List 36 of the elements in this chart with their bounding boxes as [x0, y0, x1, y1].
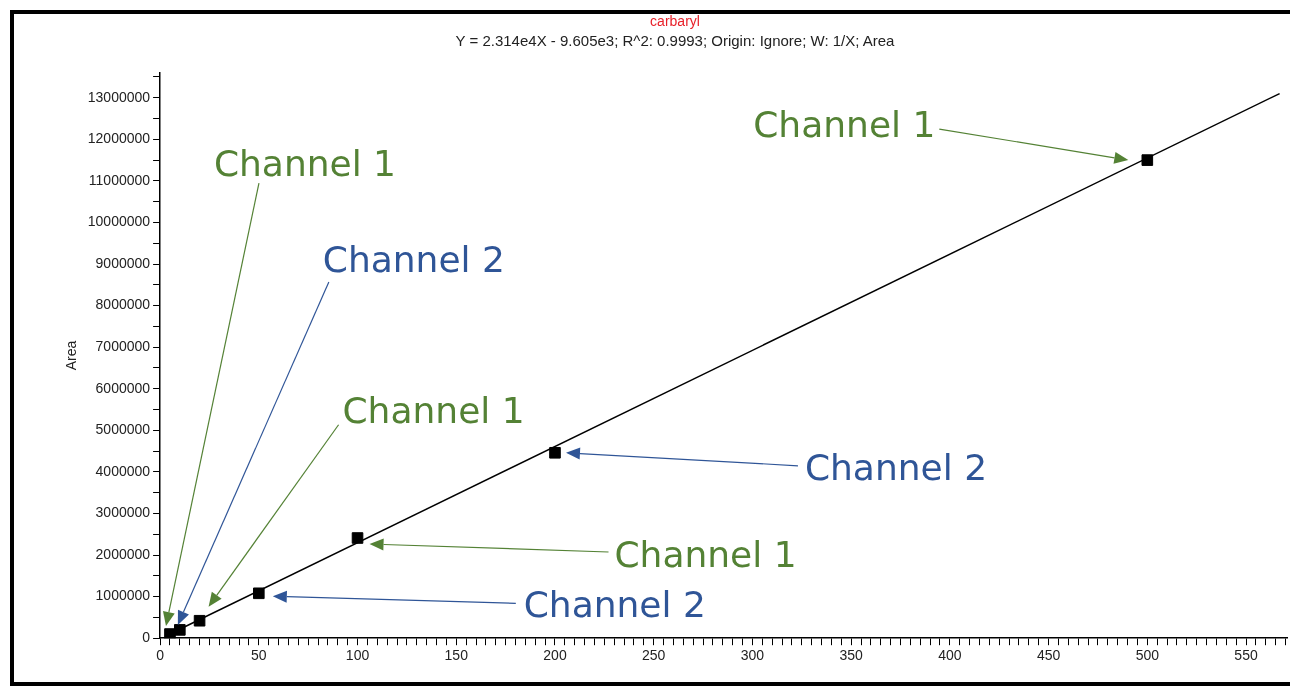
y-axis-title: Area — [63, 340, 80, 371]
x-tick-label: 0 — [156, 647, 165, 664]
x-tick-label: 400 — [938, 647, 962, 664]
x-tick-label: 200 — [543, 647, 567, 664]
chart-subtitle: Y = 2.314e4X - 9.605e3; R^2: 0.9993; Origin: Ignore; W: 1/X; Area — [455, 31, 896, 49]
x-tick-label: 250 — [642, 647, 666, 664]
y-tick-label: 11000000 — [88, 171, 151, 188]
y-tick-label: 7000000 — [95, 338, 151, 355]
x-tick-label: 450 — [1036, 647, 1061, 664]
y-tick-label: 3000000 — [95, 504, 151, 521]
y-tick-label: 8000000 — [95, 296, 151, 313]
y-tick-label: 12000000 — [87, 130, 151, 147]
x-tick-label: 150 — [444, 647, 469, 664]
y-tick-label: 10000000 — [87, 213, 151, 230]
y-tick-label: 1000000 — [95, 587, 151, 604]
x-tick-label: 550 — [1234, 647, 1258, 664]
y-tick-label: 9000000 — [95, 254, 151, 271]
y-tick-label: 5000000 — [95, 421, 151, 438]
annotation: Channel 1 — [753, 103, 936, 145]
annotation: Channel 1 — [213, 142, 397, 184]
y-tick-label: 6000000 — [95, 379, 151, 396]
annotation: Channel 1 — [342, 390, 525, 432]
annotation: Channel 1 — [614, 533, 797, 575]
y-tick-label: 13000000 — [87, 88, 151, 105]
y-tick-label: 0 — [142, 629, 151, 646]
x-tick-label: 100 — [345, 647, 370, 664]
x-tick-label: 350 — [839, 647, 864, 664]
y-tick-label: 2000000 — [95, 545, 151, 562]
x-tick-label: 500 — [1135, 647, 1160, 664]
x-tick-label: 300 — [740, 647, 765, 664]
y-tick-label: 4000000 — [95, 462, 151, 479]
annotation: Channel 2 — [523, 583, 706, 625]
annotation: Channel 2 — [322, 239, 505, 281]
x-tick-label: 50 — [251, 647, 267, 664]
annotation: Channel 2 — [804, 447, 988, 489]
chart-title: carbaryl — [650, 13, 700, 30]
